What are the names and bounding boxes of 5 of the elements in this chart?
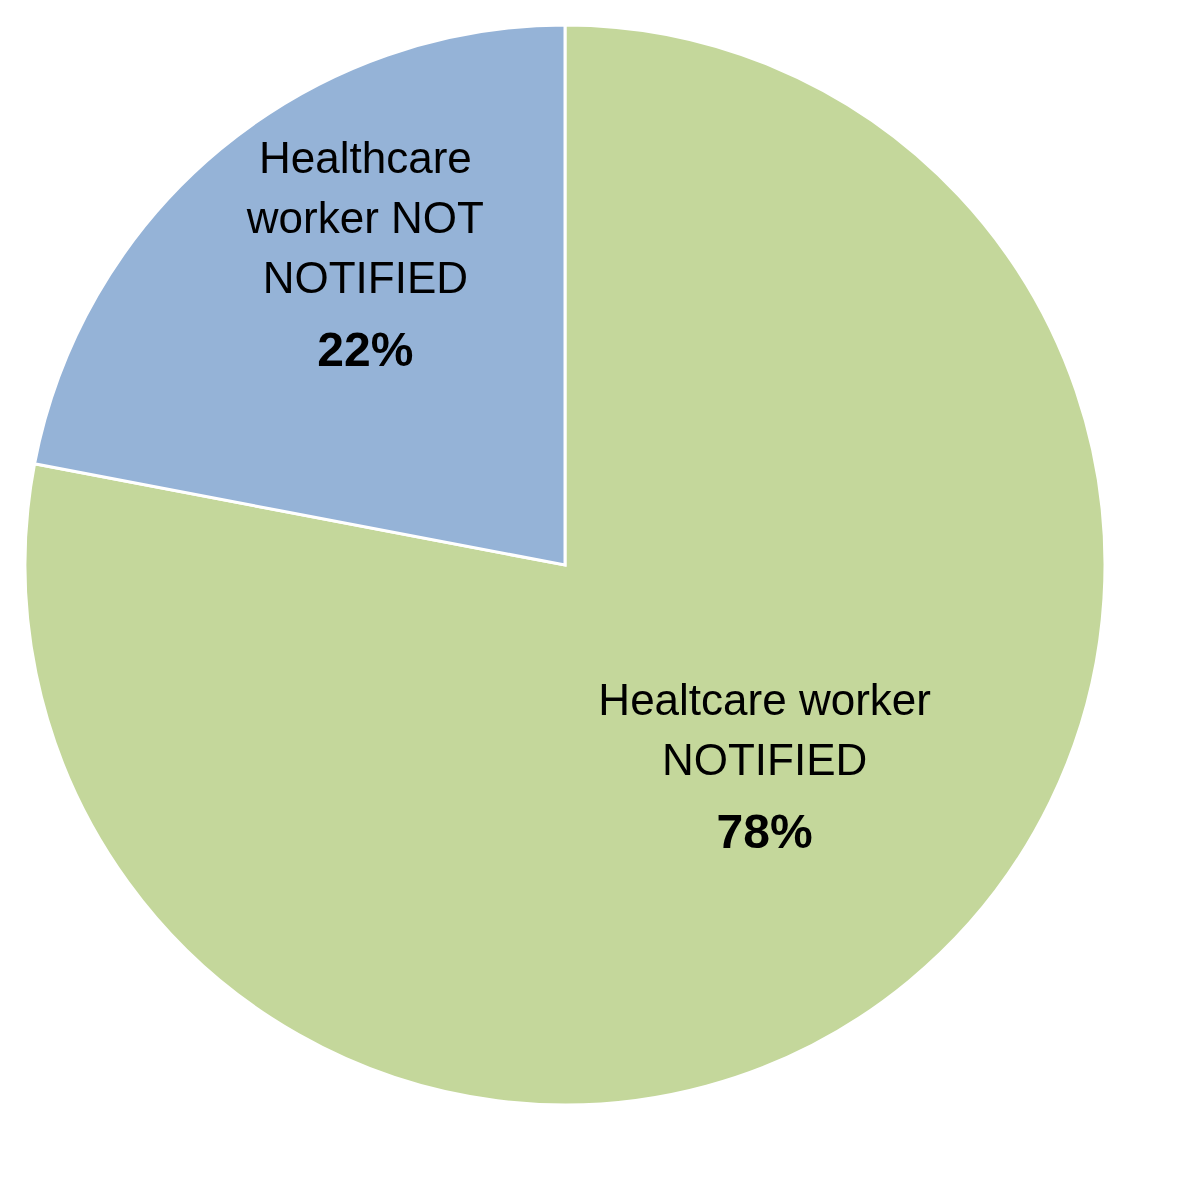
data-label: 78% [716, 805, 813, 859]
slice-label: Healthcare worker NOT NOTIFIED [245, 132, 484, 302]
slice-label: Healtcare worker NOTIFIED [598, 675, 931, 785]
data-label: 22% [317, 322, 414, 376]
pie-slice [24, 23, 1107, 1106]
